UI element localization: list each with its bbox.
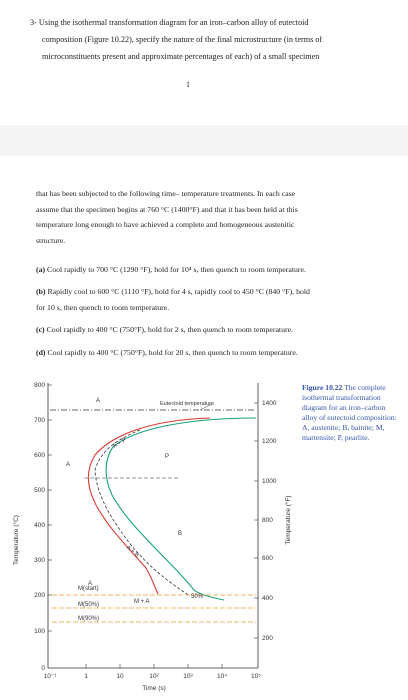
part-b: (b) Rapidly cool to 600 °C (1110 °F), ho… xyxy=(36,284,381,315)
part-c: (c) Cool rapidly to 400 °C (750°F), hold… xyxy=(36,322,381,338)
question-line-1: Using the isothermal transformation diag… xyxy=(38,18,309,27)
continuation-line-1: that has been subjected to the following… xyxy=(36,189,296,198)
continuation-text: that has been subjected to the following… xyxy=(36,186,381,248)
part-c-text: Cool rapidly to 400 °C (750°F), hold for… xyxy=(46,325,293,334)
part-b-line-1: Rapidly cool to 600 °C (1110 °F), hold f… xyxy=(47,287,310,296)
page-top: 3- Using the isothermal transformation d… xyxy=(0,0,408,125)
part-d-text: Cool rapidly to 400 °C (750°F), hold for… xyxy=(47,348,298,357)
part-a-text: Cool rapidly to 700 °C (1290 °F), hold f… xyxy=(47,265,306,274)
part-a: (a) Cool rapidly to 700 °C (1290 °F), ho… xyxy=(36,262,381,278)
page-bottom: that has been subjected to the following… xyxy=(0,156,408,700)
part-b-line-2: for 10 s, then quench to room temperatur… xyxy=(36,302,170,312)
page-number: 1 xyxy=(186,80,190,89)
question-line-3: microconstituents present and approximat… xyxy=(42,52,320,61)
part-c-label: (c) xyxy=(36,325,45,334)
part-a-label: (a) xyxy=(36,265,46,274)
part-d: (d) Cool rapidly to 400 °C (750°F), hold… xyxy=(36,345,381,361)
question-line-2: composition (Figure 10.22), specify the … xyxy=(42,35,323,44)
part-b-label: (b) xyxy=(36,287,46,296)
caption-text: The complete isothermal transformation d… xyxy=(302,383,397,442)
continuation-line-3: temperature long enough to have achieved… xyxy=(36,220,295,229)
figure-caption: Figure 10.22 The complete isothermal tra… xyxy=(302,383,400,443)
question-number: 3- xyxy=(30,18,37,27)
continuation-line-4: structure. xyxy=(36,235,66,245)
caption-label: Figure 10.22 xyxy=(302,383,343,392)
page-separator xyxy=(0,125,408,156)
part-d-label: (d) xyxy=(36,348,46,357)
continuation-line-2: assume that the specimen begins at 760 °… xyxy=(36,204,298,214)
question-text: 3- Using the isothermal transformation d… xyxy=(30,14,380,65)
